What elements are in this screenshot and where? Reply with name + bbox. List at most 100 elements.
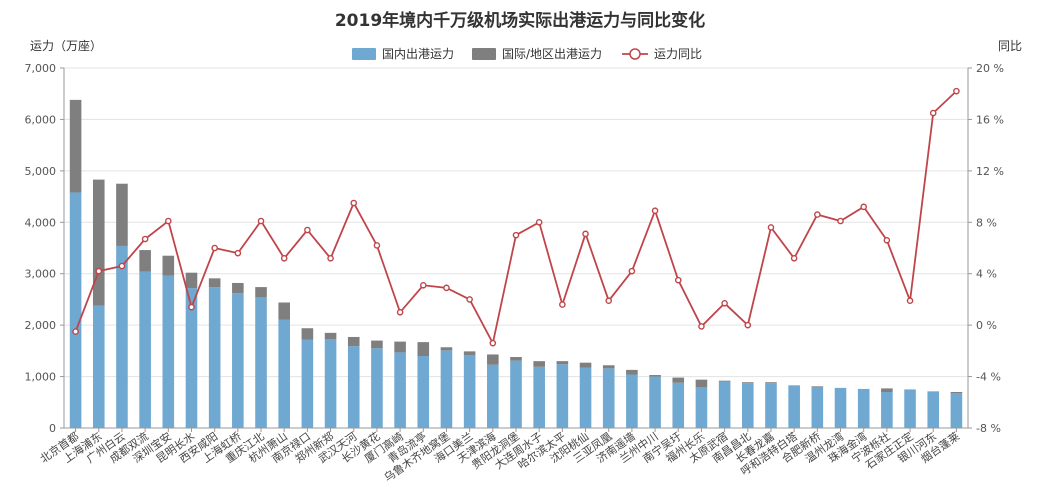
bar-international: [927, 391, 940, 392]
bar-domestic: [371, 348, 383, 428]
yoy-point: [906, 297, 914, 305]
bar-international: [440, 347, 453, 351]
bar-international: [116, 183, 128, 246]
y-axis-label: 运力（万座）: [30, 38, 102, 53]
yoy-point: [396, 308, 404, 316]
bars: [69, 99, 963, 428]
bar-international: [718, 380, 731, 382]
bar-international: [232, 282, 244, 294]
bar-domestic: [718, 381, 731, 428]
x-axis: 北京首都上海浦东广州白云成都双流深圳宝安昆明长水西安咸阳上海虹桥重庆江北杭州萧山…: [37, 427, 968, 485]
bar-international: [602, 365, 615, 369]
bar-domestic: [649, 376, 661, 428]
yoy-point: [118, 262, 126, 270]
y2-tick-label: -4 %: [976, 371, 1001, 384]
y2-axis: -8 % -4 % 0 % 4 % 8 % 12 % 16 % 20 %: [967, 62, 1004, 435]
yoy-point: [72, 328, 79, 335]
yoy-point: [744, 321, 752, 329]
yoy-point: [535, 218, 543, 226]
y-tick-label: 0: [49, 422, 56, 435]
bar-international: [579, 362, 592, 368]
legend-swatch-domestic: [352, 48, 376, 60]
bar-domestic: [92, 305, 105, 428]
yoy-point: [489, 339, 497, 347]
yoy-point: [674, 276, 682, 284]
yoy-point: [559, 301, 566, 308]
y2-tick-label: -8 %: [976, 422, 1001, 435]
bar-domestic: [927, 392, 940, 428]
bar-domestic: [533, 366, 545, 428]
bar-domestic: [324, 339, 337, 428]
yoy-point: [698, 323, 705, 330]
bar-international: [765, 382, 777, 384]
y2-tick-label: 8 %: [976, 216, 997, 229]
bar-domestic: [463, 354, 476, 428]
yoy-point: [350, 199, 358, 207]
bar-domestic: [950, 393, 963, 428]
yoy-point: [141, 235, 149, 243]
yoy-point: [860, 203, 867, 211]
bar-international: [371, 340, 383, 349]
y2-tick-label: 12 %: [976, 165, 1004, 178]
yoy-point: [883, 236, 891, 244]
bar-domestic: [487, 364, 499, 428]
bar-domestic: [579, 367, 592, 428]
yoy-point: [605, 297, 613, 305]
bar-international: [672, 377, 685, 383]
legend-marker-yoy: [629, 48, 641, 60]
bar-international: [695, 379, 708, 388]
bar-domestic: [788, 385, 800, 428]
y-axis: 0 1,000 2,000 3,000 4,000 5,000 6,000 7,000: [25, 62, 65, 435]
yoy-point: [95, 267, 103, 275]
bar-domestic: [626, 374, 638, 428]
bar-international: [347, 336, 360, 347]
y-tick-label: 6,000: [25, 113, 57, 126]
bar-international: [811, 386, 824, 388]
bar-international: [208, 278, 221, 288]
y2-tick-label: 20 %: [976, 62, 1004, 75]
bar-domestic: [394, 352, 406, 428]
bar-international: [162, 255, 175, 276]
yoy-point: [512, 231, 520, 239]
yoy-point: [721, 299, 728, 307]
yoy-point: [582, 230, 589, 238]
bar-domestic: [417, 356, 430, 428]
yoy-point: [814, 211, 821, 218]
yoy-point: [257, 217, 265, 225]
bar-domestic: [602, 368, 615, 428]
yoy-point: [628, 267, 636, 275]
chart-title: 2019年境内千万级机场实际出港运力与同比变化: [335, 10, 705, 31]
yoy-point: [165, 217, 172, 225]
bar-international: [139, 250, 151, 272]
yoy-point: [373, 242, 381, 249]
bar-domestic: [765, 383, 777, 428]
y2-tick-label: 4 %: [976, 268, 997, 281]
y2-axis-label: 同比: [998, 39, 1022, 53]
yoy-point: [304, 226, 311, 234]
yoy-line: [72, 87, 960, 347]
bar-domestic: [185, 288, 198, 428]
yoy-point: [929, 109, 937, 117]
bar-domestic: [811, 387, 824, 428]
bar-international: [510, 357, 522, 361]
bar-domestic: [857, 388, 870, 428]
bar-domestic: [904, 389, 916, 428]
bar-international: [556, 361, 569, 365]
bar-domestic: [255, 297, 267, 428]
bar-international: [92, 179, 105, 306]
bar-international: [533, 361, 545, 367]
legend-label-yoy: 运力同比: [654, 47, 702, 61]
bar-domestic: [69, 192, 82, 428]
yoy-point: [790, 254, 798, 262]
bar-international: [185, 272, 198, 289]
bar-domestic: [881, 392, 893, 428]
legend-label-domestic: 国内出港运力: [382, 47, 454, 61]
y-tick-label: 5,000: [25, 165, 57, 178]
bar-international: [487, 354, 499, 365]
bar-domestic: [139, 271, 151, 428]
yoy-point: [234, 249, 242, 257]
yoy-point: [953, 87, 960, 95]
legend-label-international: 国际/地区出港运力: [502, 47, 602, 61]
